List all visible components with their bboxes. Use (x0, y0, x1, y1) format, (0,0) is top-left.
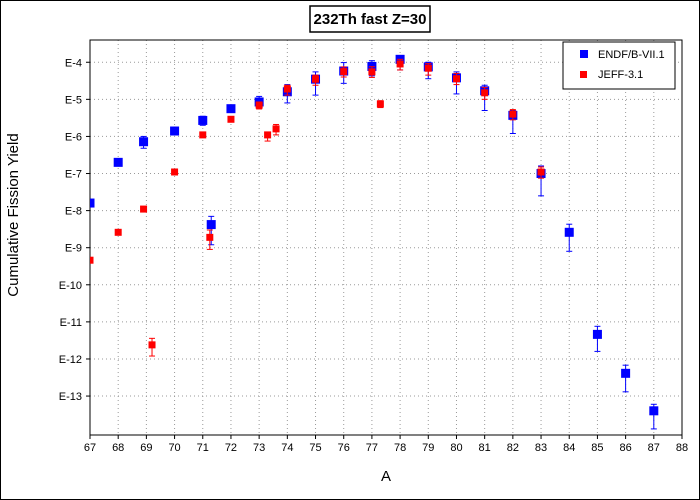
data-point (90, 256, 94, 264)
x-tick-label: 74 (281, 442, 293, 454)
x-tick-label: 87 (648, 442, 660, 454)
y-tick-label: E-9 (65, 243, 82, 255)
data-point (227, 115, 235, 123)
x-tick-label: 81 (479, 442, 491, 454)
x-tick-label: 73 (253, 442, 265, 454)
x-tick-label: 85 (591, 442, 603, 454)
x-tick-label: 86 (619, 442, 631, 454)
chart-title: 232Th fast Z=30 (314, 11, 427, 28)
axis-ticks: 67 68 69 70 71 72 73 74 75 76 77 78 79 80 81 82 83 84 85 86… (59, 57, 688, 454)
x-tick-label: 84 (563, 442, 575, 454)
data-point (198, 115, 208, 125)
data-point (509, 110, 517, 118)
data-point (424, 64, 432, 72)
x-tick-label: 77 (366, 442, 378, 454)
data-point (537, 168, 545, 176)
title-box (309, 5, 431, 33)
x-tick-label: 88 (676, 442, 688, 454)
data-point (376, 100, 384, 108)
x-tick-label: 70 (168, 442, 180, 454)
x-tick-label: 83 (535, 442, 547, 454)
data-point (340, 68, 348, 76)
x-tick-label: 68 (112, 442, 124, 454)
data-point (148, 341, 156, 349)
y-tick-label: E-8 (65, 206, 82, 218)
x-tick-label: 71 (197, 442, 209, 454)
data-point (199, 131, 207, 139)
data-point (592, 329, 602, 339)
x-tick-label: 72 (225, 442, 237, 454)
grid-lines (90, 40, 682, 435)
data-point (283, 85, 291, 93)
x-tick-label: 78 (394, 442, 406, 454)
data-point (114, 228, 122, 236)
x-tick-label: 67 (84, 442, 96, 454)
data-point (170, 126, 180, 136)
x-tick-label: 79 (422, 442, 434, 454)
x-tick-label: 80 (450, 442, 462, 454)
y-tick-label: E-12 (59, 354, 82, 366)
series-jeff (90, 58, 545, 357)
plot-area-frame (89, 39, 683, 436)
data-point (139, 137, 149, 147)
x-axis-label: A (381, 468, 391, 485)
data-point (226, 104, 236, 114)
data-points (90, 54, 659, 430)
data-point (481, 89, 489, 97)
data-point (564, 227, 574, 237)
data-point (368, 68, 376, 76)
data-point (312, 75, 320, 83)
data-point (396, 60, 404, 68)
y-tick-label: E-10 (59, 280, 82, 292)
data-point (264, 131, 272, 139)
y-tick-label: E-4 (65, 57, 82, 69)
data-point (272, 125, 280, 133)
data-point (171, 168, 179, 176)
y-tick-label: E-5 (65, 94, 82, 106)
y-tick-label: E-11 (60, 317, 82, 329)
data-point (206, 233, 214, 241)
x-tick-label: 75 (309, 442, 321, 454)
legend-box (562, 41, 676, 90)
legend-marker-endf (580, 50, 588, 58)
data-point (113, 157, 123, 167)
data-point (206, 220, 216, 230)
data-point (452, 75, 460, 83)
legend-label-jeff: JEFF-3.1 (598, 69, 643, 81)
legend: ENDF/B-VII.1 JEFF-3.1 (562, 41, 676, 90)
y-tick-label: E-7 (65, 169, 82, 181)
data-point (621, 368, 631, 378)
y-axis-label: Cumulative Fission Yield (5, 133, 22, 296)
data-point (649, 406, 659, 416)
y-tick-label: E-6 (65, 131, 82, 143)
legend-marker-jeff (580, 71, 587, 78)
data-point (140, 205, 148, 213)
x-tick-label: 76 (338, 442, 350, 454)
y-tick-label: E-13 (59, 391, 82, 403)
x-tick-label: 82 (507, 442, 519, 454)
legend-label-endf: ENDF/B-VII.1 (598, 49, 665, 61)
data-point (255, 101, 263, 109)
data-point (90, 198, 95, 208)
x-tick-label: 69 (140, 442, 152, 454)
